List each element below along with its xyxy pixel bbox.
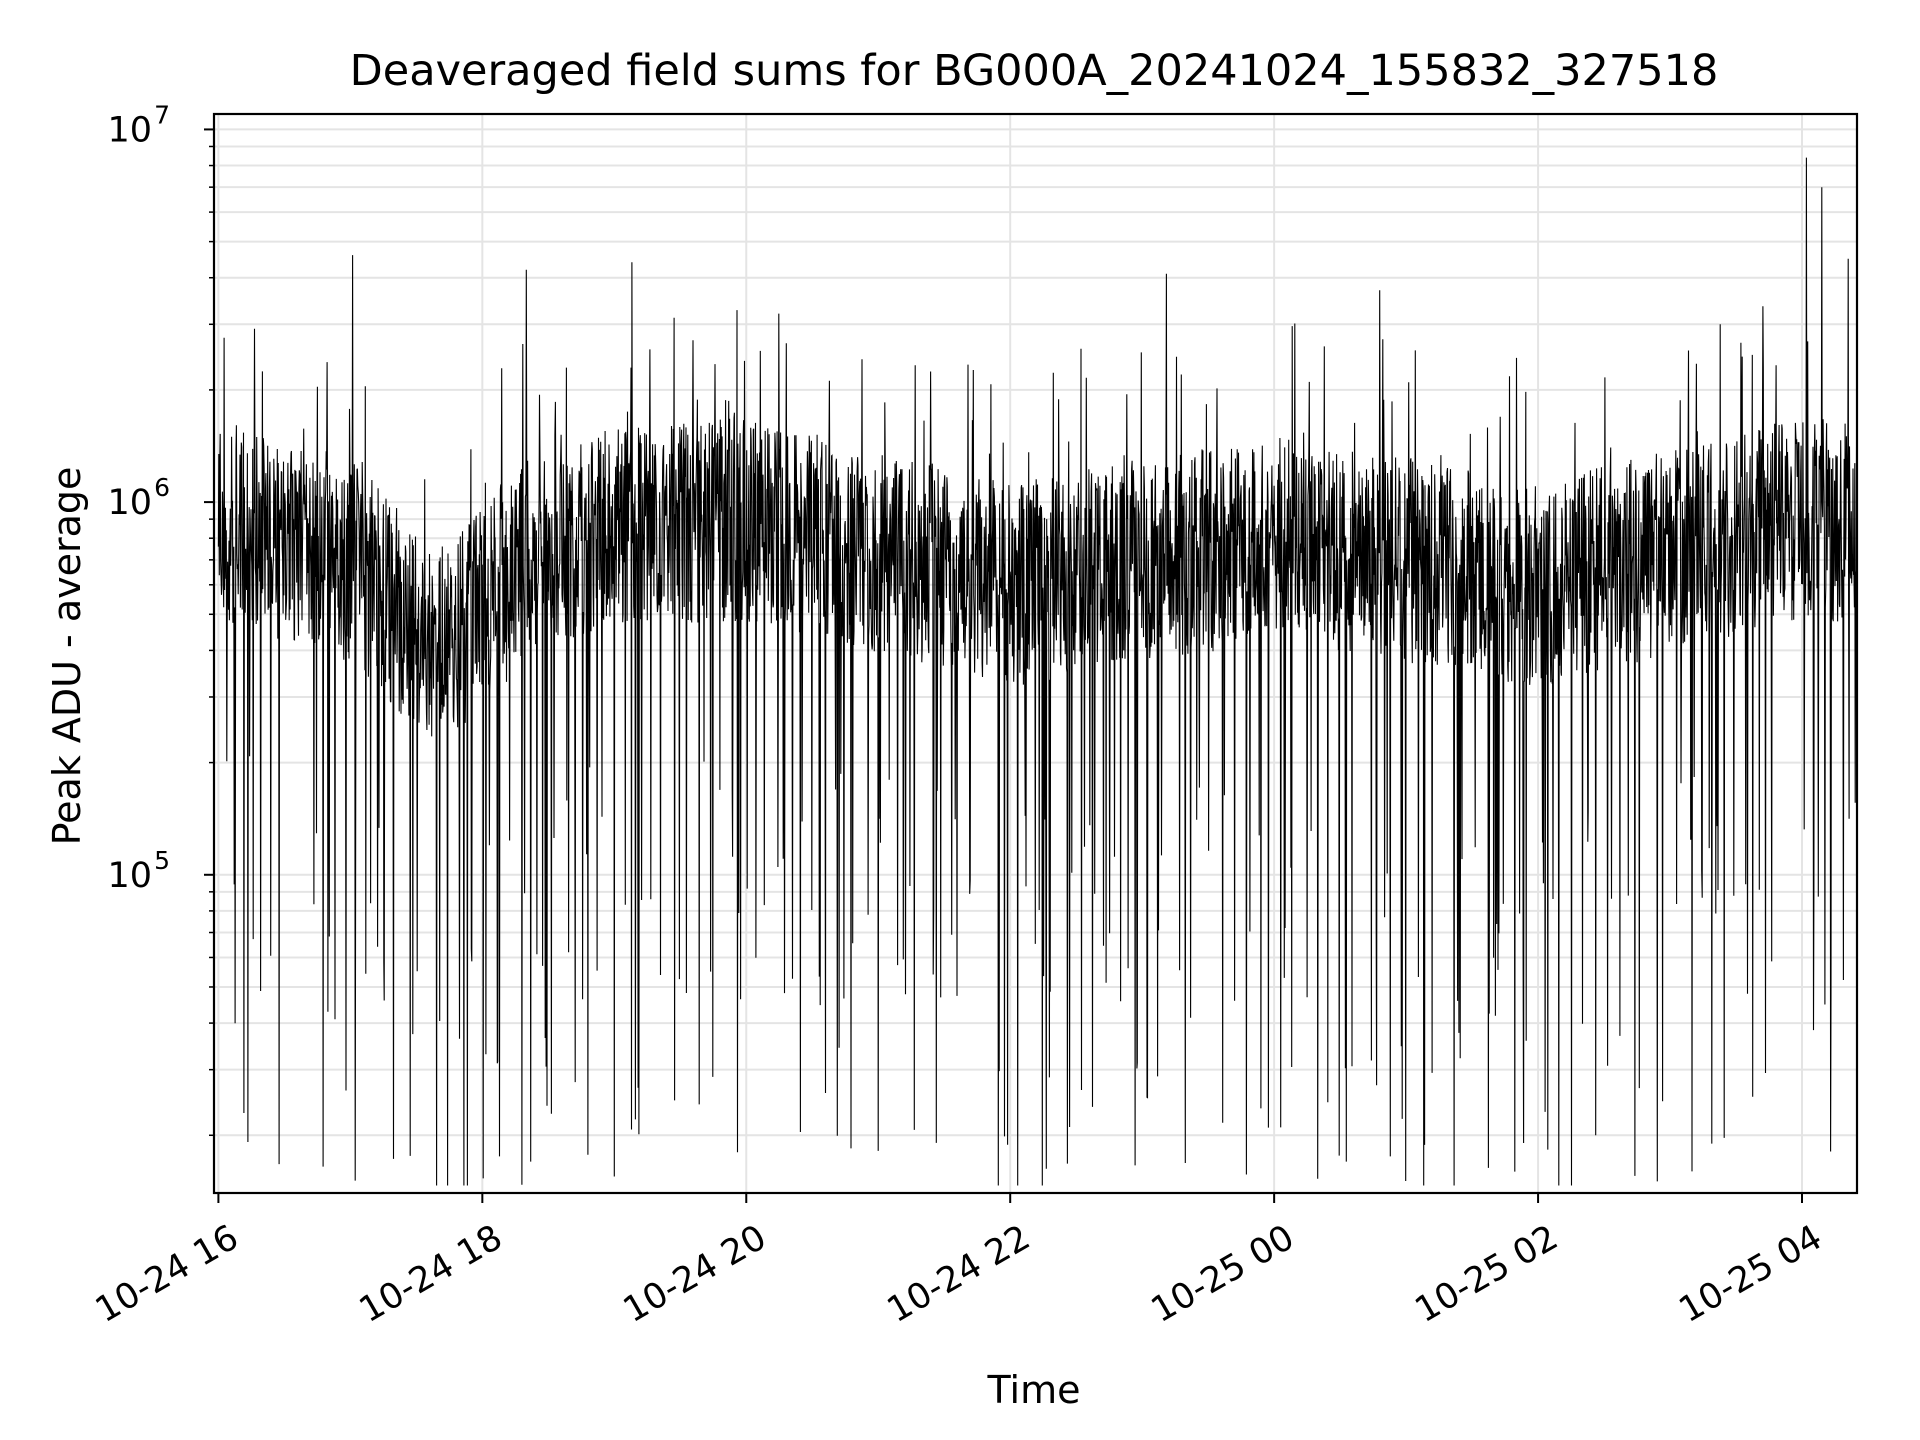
y-tick-label: 10 [107,483,152,523]
y-tick-base: 10 [107,856,152,896]
y-tick-exponent: 6 [154,473,170,502]
y-tick-base: 10 [107,110,152,150]
series-line [217,157,1858,1186]
y-tick-exponent: 7 [154,100,170,129]
y-tick-label: 10 [107,856,152,896]
axes-frame [212,112,1859,1195]
y-tick-base: 10 [107,483,152,523]
y-tick-label: 10 [107,110,152,150]
y-tick-exponent: 5 [154,846,170,875]
y-axis-label: Peak ADU - average [45,467,89,846]
chart-title: Deaveraged field sums for BG000A_2024102… [350,46,1719,96]
plot-area [217,157,1858,1186]
x-axis-label: Time [987,1368,1081,1412]
